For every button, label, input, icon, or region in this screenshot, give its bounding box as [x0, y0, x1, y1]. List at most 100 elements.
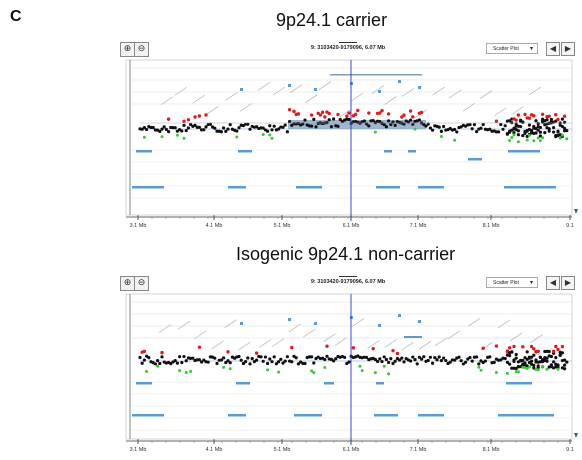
data-point-loss — [494, 370, 498, 374]
gene-label — [323, 333, 336, 343]
data-point — [206, 360, 210, 364]
data-point — [193, 123, 197, 127]
data-point — [479, 359, 483, 363]
data-point — [442, 356, 446, 360]
nav-left-button[interactable]: ◀ — [546, 276, 560, 290]
data-point — [549, 117, 553, 122]
data-point — [488, 127, 492, 131]
data-point — [173, 126, 177, 130]
data-point — [285, 355, 289, 359]
data-point-loss — [266, 368, 270, 372]
data-point — [459, 359, 463, 363]
gene-label — [225, 91, 238, 101]
gene-label — [509, 332, 523, 342]
data-point — [283, 359, 287, 363]
panel-title-carrier: 9p24.1 carrier — [276, 10, 388, 30]
zoom-in-button[interactable]: ⊕ — [120, 276, 135, 291]
view-mode-select[interactable]: Scatter Plot ▾ — [486, 43, 538, 54]
data-point-loss — [527, 133, 531, 137]
data-point-gain — [560, 344, 565, 349]
gene-bar — [132, 414, 164, 417]
gene-bar — [136, 150, 152, 153]
data-point — [455, 130, 459, 134]
data-point-loss — [477, 365, 481, 369]
data-point — [250, 357, 254, 361]
data-point — [453, 127, 457, 132]
data-point-gain — [562, 114, 567, 118]
data-point — [382, 123, 386, 127]
zoom-out-icon: ⊖ — [137, 44, 146, 54]
data-point — [272, 124, 276, 128]
zoom-in-button[interactable]: ⊕ — [120, 42, 135, 57]
gene-label — [158, 324, 172, 334]
data-point-gain — [408, 109, 413, 113]
nav-right-button[interactable]: ▶ — [561, 42, 575, 56]
gene-bar — [498, 414, 554, 417]
zoom-out-button[interactable]: ⊖ — [134, 276, 149, 291]
coordinate-marker-line — [339, 42, 357, 43]
x-tick-label: 3.1 Mb — [130, 223, 147, 229]
data-point — [431, 128, 435, 132]
data-point-loss — [527, 365, 531, 369]
zoom-out-icon: ⊖ — [137, 278, 146, 288]
data-point — [560, 351, 564, 355]
data-point-gain — [351, 346, 356, 350]
data-point — [565, 129, 569, 133]
data-point-gain — [481, 346, 485, 350]
data-point — [545, 118, 549, 122]
genome-track-plot[interactable]: 3.1 Mb 4.1 Mb 5.1 Mb 6.1 Mb 7.1 Mb 8.1 Mb 9.1 — [118, 58, 578, 233]
data-point — [545, 359, 549, 363]
nav-right-button[interactable]: ▶ — [561, 276, 575, 290]
data-point-loss — [538, 139, 542, 143]
view-mode-select[interactable]: Scatter Plot ▾ — [486, 277, 538, 288]
view-mode-label: Scatter Plot — [493, 46, 519, 52]
data-point-loss — [534, 368, 538, 372]
data-point — [426, 358, 430, 363]
gene-label — [432, 86, 445, 96]
data-point — [160, 355, 164, 359]
data-point — [151, 125, 155, 130]
gene-label — [384, 96, 397, 105]
data-point — [167, 130, 171, 134]
gene-bar — [376, 186, 400, 189]
gene-label — [449, 89, 462, 99]
data-point-gain — [309, 113, 314, 117]
data-point — [140, 127, 144, 131]
gene-label — [259, 339, 272, 348]
x-tick-label: 7.1 Mb — [410, 223, 427, 229]
data-point — [417, 118, 421, 122]
data-point — [213, 356, 217, 360]
data-point — [384, 125, 388, 129]
data-point — [527, 123, 531, 127]
data-point-loss — [556, 367, 560, 371]
data-point-loss — [323, 366, 327, 370]
gene-label — [238, 341, 251, 351]
data-point — [138, 355, 142, 360]
data-point-loss — [235, 135, 239, 139]
gene-bar — [418, 414, 444, 417]
gene-label — [530, 334, 543, 343]
data-point — [325, 354, 329, 358]
panel-letter: C — [10, 8, 22, 25]
data-point-gain — [494, 344, 499, 348]
data-point — [538, 125, 542, 130]
data-point — [457, 355, 461, 359]
genome-viewer-non-carrier: ⊕ ⊖ 9: 3103420-9179096, 6.07 Mb Scatter … — [118, 276, 578, 456]
data-point-loss — [541, 136, 545, 140]
data-point-loss — [261, 132, 265, 136]
gene-label — [350, 92, 363, 102]
data-point-loss — [268, 133, 272, 137]
data-point — [444, 358, 448, 363]
data-point — [424, 124, 428, 128]
data-point — [516, 129, 520, 133]
nav-left-button[interactable]: ◀ — [546, 42, 560, 56]
data-point-gain — [182, 119, 186, 124]
x-tick-label: 8.1 Mb — [483, 447, 500, 453]
data-point — [525, 350, 529, 354]
data-point — [140, 361, 144, 365]
data-point — [521, 358, 525, 363]
data-point — [547, 349, 551, 354]
gene-label — [401, 341, 414, 351]
genome-track-plot[interactable]: 3.1 Mb 4.1 Mb 5.1 Mb 6.1 Mb 7.1 Mb 8.1 Mb 9.1 — [118, 292, 578, 457]
zoom-out-button[interactable]: ⊖ — [134, 42, 149, 57]
